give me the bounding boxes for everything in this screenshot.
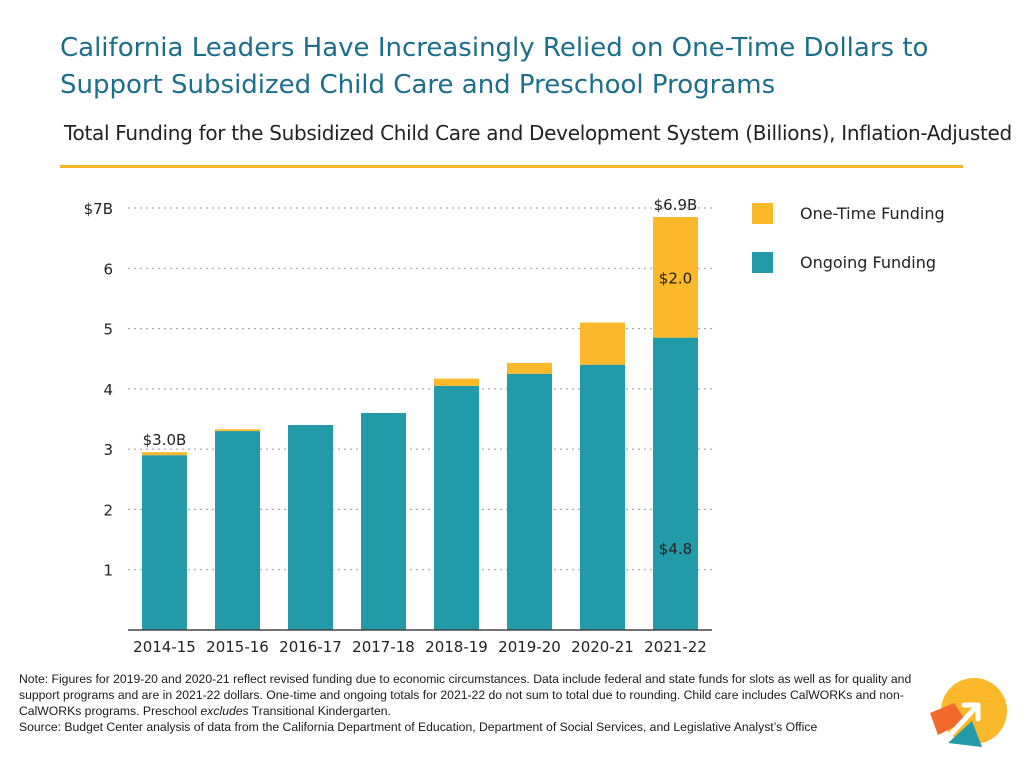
x-tick-label: 2015-16 — [206, 638, 269, 656]
legend-label-one-time: One-Time Funding — [800, 204, 945, 223]
y-tick-label: 5 — [103, 321, 113, 339]
chart-note: Note: Figures for 2019-20 and 2020-21 re… — [19, 671, 914, 719]
bar-one-time-funding — [434, 378, 479, 386]
x-tick-label: 2020-21 — [571, 638, 634, 656]
x-tick-label: 2018-19 — [425, 638, 488, 656]
bar-ongoing-funding — [361, 412, 406, 630]
logo-arrow — [947, 702, 981, 738]
bar-ongoing-funding — [142, 455, 187, 630]
logo-teal-wedge — [948, 721, 982, 747]
bar-ongoing-funding — [288, 425, 333, 630]
y-tick-label: 4 — [103, 381, 113, 399]
title-divider — [60, 165, 963, 168]
x-tick-label: 2019-20 — [498, 638, 561, 656]
note-text: Note: Figures for 2019-20 and 2020-21 re… — [19, 672, 912, 718]
stacked-bar-chart: 1 2 3 4 5 6 $7B 2014-15 2015-16 2016-17 2017-18 201… — [84, 196, 712, 656]
data-label: $3.0B — [143, 431, 187, 449]
x-tick-label: 2017-18 — [352, 638, 415, 656]
note-emphasis: excludes — [200, 704, 249, 718]
chart-source: Source: Budget Center analysis of data f… — [19, 720, 818, 734]
legend-label-ongoing: Ongoing Funding — [800, 253, 937, 272]
bar-ongoing-funding — [434, 385, 479, 630]
bar-one-time-funding — [580, 322, 625, 365]
chart-subtitle: Total Funding for the Subsidized Child C… — [64, 121, 1012, 145]
data-label: $2.0 — [659, 269, 692, 287]
note-text-tail: Transitional Kindergarten. — [248, 704, 391, 718]
bar-ongoing-funding — [580, 364, 625, 630]
y-tick-label: 1 — [103, 562, 113, 580]
bar-ongoing-funding — [507, 373, 552, 630]
bar-one-time-funding — [215, 429, 260, 432]
legend-swatch-ongoing — [752, 252, 773, 273]
x-tick-label: 2021-22 — [644, 638, 707, 656]
data-label: $4.8 — [659, 540, 692, 558]
data-label: $6.9B — [654, 196, 698, 214]
bar-one-time-funding — [142, 452, 187, 456]
logo-orange-wedge — [930, 703, 966, 735]
x-tick-label: 2014-15 — [133, 638, 196, 656]
chart-title: California Leaders Have Increasingly Rel… — [60, 33, 929, 100]
bar-ongoing-funding — [653, 337, 698, 630]
bar-ongoing-funding — [215, 431, 260, 630]
bar-one-time-funding — [507, 362, 552, 374]
bar-one-time-funding — [653, 217, 698, 338]
x-tick-label: 2016-17 — [279, 638, 342, 656]
budget-center-logo — [930, 678, 1007, 747]
y-tick-label: 6 — [103, 260, 113, 278]
y-tick-label: 3 — [103, 441, 113, 459]
legend-swatch-one-time — [752, 203, 773, 224]
y-tick-label: $7B — [84, 200, 113, 218]
y-tick-label: 2 — [103, 501, 113, 519]
